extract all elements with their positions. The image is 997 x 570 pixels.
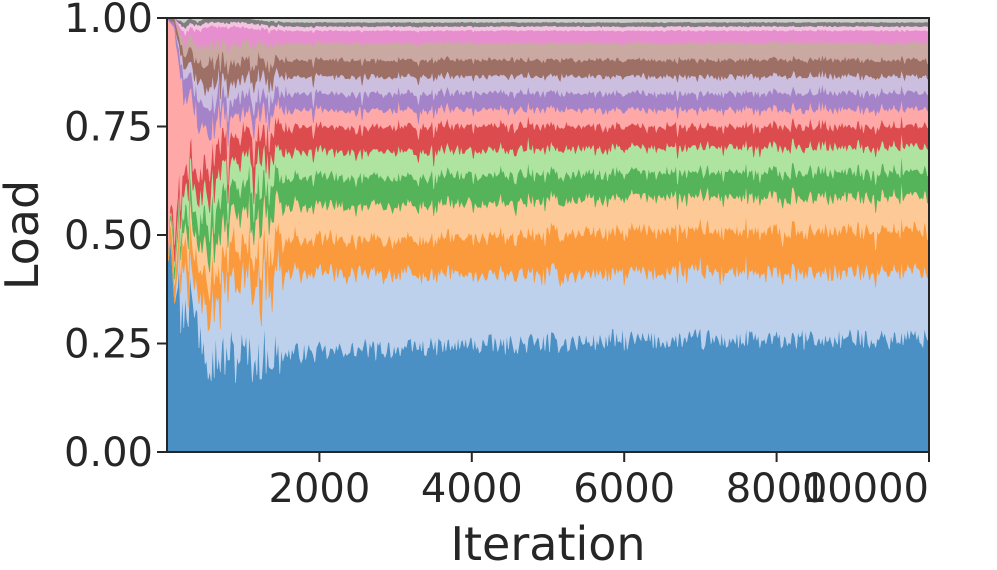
x-tick-label: 2000 (269, 466, 371, 512)
x-tick-label: 6000 (573, 466, 675, 512)
stacked-areas (166, 17, 930, 453)
y-tick-label: 0.25 (64, 322, 153, 368)
y-axis: 0.00 0.25 0.50 0.75 1.00 (64, 0, 167, 476)
y-axis-label: Load (0, 180, 49, 290)
x-tick-label: 8000 (726, 466, 828, 512)
x-axis-label: Iteration (450, 517, 645, 570)
y-tick-label: 0.75 (64, 105, 153, 151)
x-tick-label: 4000 (421, 466, 523, 512)
y-tick-label: 0.00 (64, 430, 153, 476)
y-tick-label: 1.00 (64, 0, 153, 42)
y-tick-label: 0.50 (64, 213, 153, 259)
x-tick-label: 10000 (802, 466, 929, 512)
